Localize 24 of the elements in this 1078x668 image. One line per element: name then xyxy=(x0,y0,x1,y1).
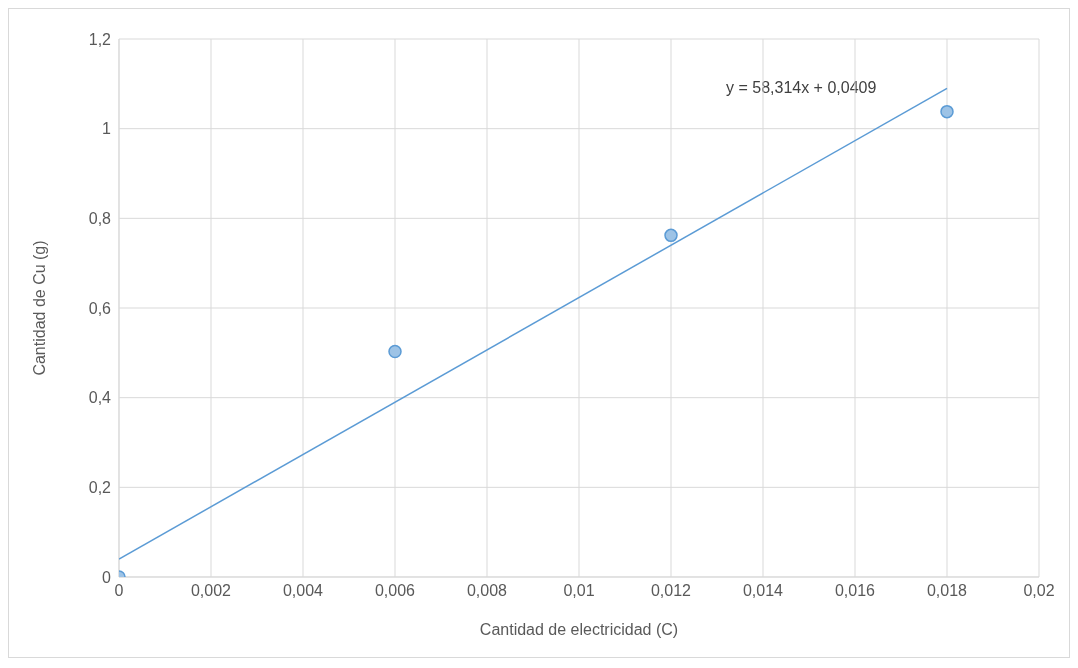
point xyxy=(940,104,954,119)
y-tick-label: 0,4 xyxy=(88,389,112,407)
x-axis-title: Cantidad de electricidad (C) xyxy=(479,621,679,638)
point xyxy=(388,344,402,359)
y-axis-title: Cantidad de Cu (g) xyxy=(30,240,48,376)
x-tick-label: 0 xyxy=(114,582,124,600)
y-tick-label: 0,8 xyxy=(88,210,112,228)
y-tick-label: 1 xyxy=(102,120,112,138)
x-tick-label: 0,004 xyxy=(282,582,324,600)
y-tick-label: 0 xyxy=(102,568,112,586)
y-tick-label: 0,6 xyxy=(88,299,112,317)
y-tick-label: 0,2 xyxy=(88,479,112,497)
x-tick-label: 0,018 xyxy=(926,582,968,600)
x-tick-label: 0,008 xyxy=(466,582,508,600)
x-tick-label: 0,01 xyxy=(563,582,595,600)
x-tick-label: 0,006 xyxy=(374,582,416,600)
annotation: y = 58,314x + 0,0409 xyxy=(726,79,877,97)
point xyxy=(664,228,678,243)
x-tick-label: 0,016 xyxy=(834,582,876,600)
x-tick-label: 0,014 xyxy=(742,582,784,600)
x-tick-label: 0,012 xyxy=(650,582,692,600)
x-tick-label: 0,002 xyxy=(190,582,232,600)
x-tick-label: 0,02 xyxy=(1023,582,1055,600)
y-tick-label: 1,2 xyxy=(88,30,112,48)
